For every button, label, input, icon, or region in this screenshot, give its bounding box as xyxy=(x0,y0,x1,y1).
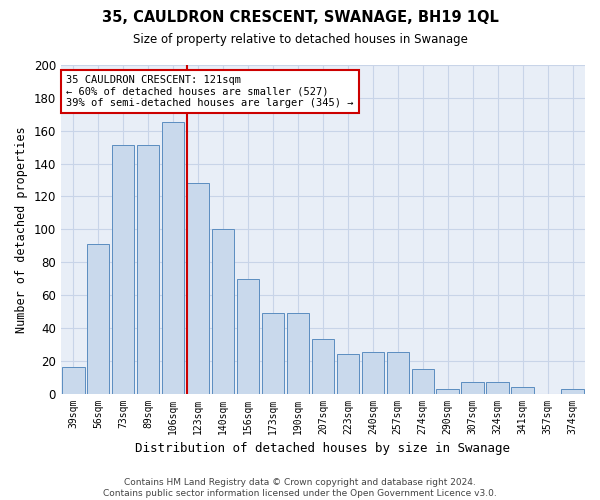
Bar xyxy=(487,382,509,394)
X-axis label: Distribution of detached houses by size in Swanage: Distribution of detached houses by size … xyxy=(136,442,511,455)
Text: 35 CAULDRON CRESCENT: 121sqm
← 60% of detached houses are smaller (527)
39% of s: 35 CAULDRON CRESCENT: 121sqm ← 60% of de… xyxy=(66,75,353,108)
Bar xyxy=(212,230,234,394)
Bar xyxy=(187,184,209,394)
Text: Contains HM Land Registry data © Crown copyright and database right 2024.
Contai: Contains HM Land Registry data © Crown c… xyxy=(103,478,497,498)
Bar xyxy=(112,146,134,394)
Bar xyxy=(412,369,434,394)
Bar xyxy=(137,146,160,394)
Bar xyxy=(561,388,584,394)
Y-axis label: Number of detached properties: Number of detached properties xyxy=(15,126,28,332)
Bar xyxy=(262,313,284,394)
Bar xyxy=(337,354,359,394)
Bar xyxy=(386,352,409,394)
Bar xyxy=(87,244,109,394)
Bar xyxy=(287,313,309,394)
Bar xyxy=(311,340,334,394)
Text: 35, CAULDRON CRESCENT, SWANAGE, BH19 1QL: 35, CAULDRON CRESCENT, SWANAGE, BH19 1QL xyxy=(101,10,499,25)
Text: Size of property relative to detached houses in Swanage: Size of property relative to detached ho… xyxy=(133,32,467,46)
Bar xyxy=(436,388,459,394)
Bar xyxy=(461,382,484,394)
Bar xyxy=(162,122,184,394)
Bar xyxy=(511,387,534,394)
Bar xyxy=(362,352,384,394)
Bar xyxy=(237,278,259,394)
Bar xyxy=(62,368,85,394)
